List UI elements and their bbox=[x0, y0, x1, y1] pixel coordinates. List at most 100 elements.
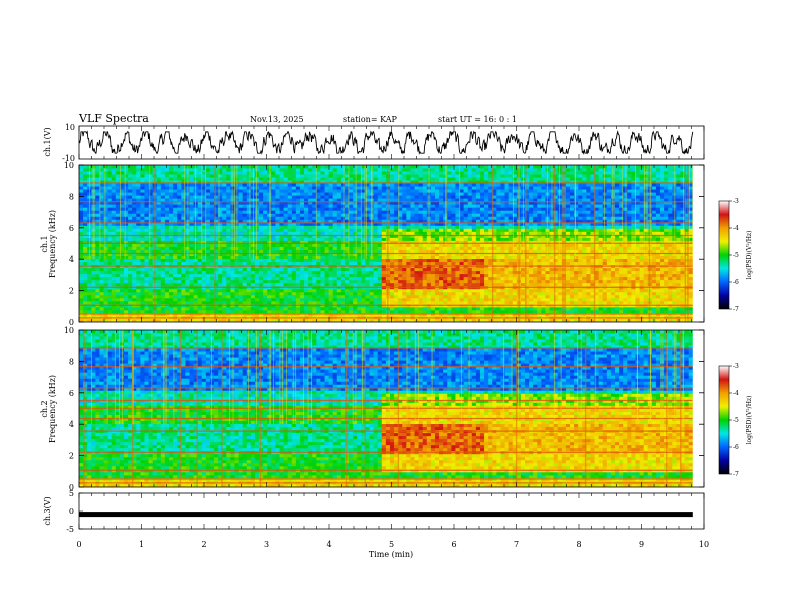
spectrogram-cell bbox=[185, 300, 190, 305]
spectrogram-cell bbox=[394, 300, 399, 305]
spectrogram-cell bbox=[447, 300, 452, 305]
spectrogram-cell bbox=[619, 273, 624, 278]
spectrogram-cell bbox=[533, 291, 538, 296]
spectrogram-cell bbox=[283, 261, 289, 266]
spectrogram-cell bbox=[410, 318, 415, 322]
spectrogram-cell bbox=[91, 270, 96, 275]
spectrogram-cell bbox=[553, 222, 559, 226]
spectrogram-cell bbox=[181, 234, 186, 238]
spectrogram-cell bbox=[99, 252, 104, 256]
spectrogram-cell bbox=[173, 249, 178, 253]
spectrogram-cell bbox=[169, 312, 174, 317]
spectrogram-cell bbox=[610, 279, 616, 284]
spectrogram-cell bbox=[561, 294, 567, 299]
spectrogram-cell bbox=[496, 288, 501, 293]
spectrogram-cell bbox=[623, 318, 628, 322]
spectrogram-cell bbox=[561, 297, 567, 302]
spectrogram-cell bbox=[287, 276, 293, 281]
spectrogram-cell bbox=[189, 279, 194, 284]
spectrogram-cell bbox=[414, 282, 420, 287]
spectrogram-cell bbox=[422, 246, 428, 250]
spectrogram-cell bbox=[250, 225, 256, 229]
spectrogram-cell bbox=[664, 225, 669, 229]
spectrogram-cell bbox=[267, 273, 272, 278]
spectrogram-cell bbox=[230, 294, 235, 299]
spectrogram-cell bbox=[508, 228, 514, 232]
spectrogram-cell bbox=[635, 249, 640, 253]
spectrogram-cell bbox=[169, 237, 174, 241]
spectrogram-cell bbox=[672, 288, 677, 293]
spectrogram-cell bbox=[324, 291, 329, 296]
spectrogram-cell bbox=[500, 267, 505, 272]
spectrogram-cell bbox=[369, 261, 374, 266]
spectrogram-cell bbox=[263, 222, 268, 226]
spectrogram-cell bbox=[316, 258, 321, 263]
spectrogram-cell bbox=[91, 276, 96, 281]
spectrogram-cell bbox=[373, 273, 379, 278]
spectrogram-cell bbox=[680, 300, 685, 305]
spectrogram-cell bbox=[267, 279, 272, 284]
spectrogram-cell bbox=[430, 294, 436, 299]
spectrogram-cell bbox=[459, 261, 465, 266]
spectrogram-cell bbox=[402, 255, 407, 259]
spectrogram-cell bbox=[496, 306, 501, 311]
spectrogram-cell bbox=[570, 273, 575, 278]
spectrogram-cell bbox=[193, 309, 199, 314]
spectrogram-cell bbox=[365, 237, 370, 241]
spectrogram-cell bbox=[246, 300, 252, 305]
spectrogram-cell bbox=[185, 258, 190, 263]
spectrogram-cell bbox=[496, 309, 501, 314]
spectrogram-cell bbox=[434, 243, 440, 247]
spectrogram-cell bbox=[549, 279, 555, 284]
spectrogram-cell bbox=[479, 318, 485, 322]
spectrogram-cell bbox=[283, 234, 289, 238]
spectrogram-cell bbox=[660, 273, 665, 278]
spectrogram-cell bbox=[279, 294, 284, 299]
spectrogram-cell bbox=[279, 273, 284, 278]
spectrogram-cell bbox=[537, 249, 542, 253]
spectrogram-cell bbox=[99, 306, 104, 311]
spectrogram-cell bbox=[156, 276, 162, 281]
spectrogram-cell bbox=[512, 258, 518, 263]
spectrogram-cell bbox=[643, 270, 649, 275]
spectrogram-cell bbox=[148, 318, 154, 322]
ch1-waveform-panel: 10 -10 ch.1(V) bbox=[43, 123, 705, 163]
spectrogram-cell bbox=[684, 300, 690, 305]
spectrogram-cell bbox=[132, 297, 137, 302]
spectrogram-cell bbox=[115, 312, 121, 317]
spectrogram-cell bbox=[459, 309, 465, 314]
spectrogram-cell bbox=[250, 249, 256, 253]
spectrogram-cell bbox=[381, 246, 387, 250]
spectrogram-cell bbox=[377, 300, 383, 305]
spectrogram-cell bbox=[660, 234, 665, 238]
spectrogram-cell bbox=[316, 273, 321, 278]
spectrogram-cell bbox=[181, 309, 186, 314]
spectrogram-cell bbox=[283, 246, 289, 250]
spectrogram-cell bbox=[349, 312, 354, 317]
spectrogram-cell bbox=[230, 270, 235, 275]
spectrogram-cell bbox=[156, 306, 162, 311]
spectrogram-cell bbox=[365, 231, 370, 235]
spectrogram-cell bbox=[173, 252, 178, 256]
spectrogram-cell bbox=[570, 297, 575, 302]
spectrogram-cell bbox=[242, 246, 248, 250]
spectrogram-cell bbox=[508, 276, 514, 281]
spectrogram-cell bbox=[594, 312, 600, 317]
spectrogram-cell bbox=[201, 258, 207, 263]
spectrogram-cell bbox=[181, 246, 186, 250]
spectrogram-cell bbox=[623, 255, 628, 259]
spectrogram-cell bbox=[259, 255, 264, 259]
spectrogram-cell bbox=[254, 273, 260, 278]
spectrogram-cell bbox=[394, 279, 399, 284]
spectrogram-cell bbox=[238, 273, 244, 278]
spectrogram-cell bbox=[181, 306, 186, 311]
spectrogram-cell bbox=[398, 267, 403, 272]
spectrogram-cell bbox=[475, 258, 481, 263]
spectrogram-cell bbox=[320, 249, 325, 253]
spectrogram-cell bbox=[91, 249, 96, 253]
spectrogram-cell bbox=[606, 231, 612, 235]
spectrogram-cell bbox=[283, 288, 289, 293]
spectrogram-cell bbox=[610, 246, 616, 250]
spectrogram-cell bbox=[87, 291, 92, 296]
spectrogram-cell bbox=[312, 291, 317, 296]
